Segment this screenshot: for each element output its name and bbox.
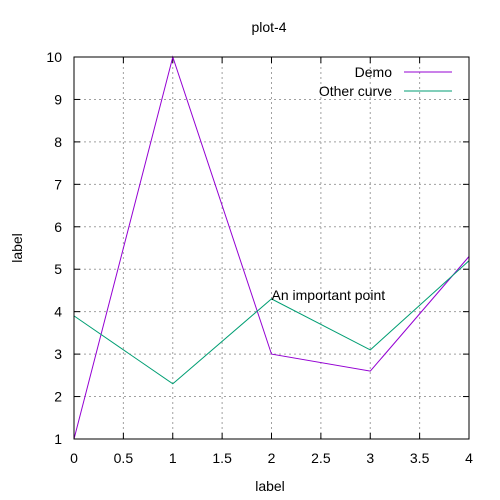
x-tick-label: 1.5 bbox=[212, 450, 232, 466]
x-tick-label: 0 bbox=[70, 450, 78, 466]
y-tick-label: 9 bbox=[54, 91, 62, 107]
x-tick-label: 2 bbox=[268, 450, 276, 466]
x-tick-label: 3.5 bbox=[410, 450, 430, 466]
y-tick-label: 8 bbox=[54, 134, 62, 150]
x-tick-label: 2.5 bbox=[311, 450, 331, 466]
series-line-0 bbox=[73, 55, 470, 440]
y-tick-label: 7 bbox=[54, 176, 62, 192]
x-tick-label: 1 bbox=[169, 450, 177, 466]
plot-frame bbox=[73, 56, 470, 440]
axis-ticks: 0 0.5 1 1.5 2 2.5 3 3.5 4 1 2 3 4 5 6 7 8 9 10 bbox=[46, 49, 473, 466]
y-tick-label: 4 bbox=[54, 304, 62, 320]
annotation-label: An important point bbox=[272, 287, 386, 303]
y-tick-label: 1 bbox=[54, 431, 62, 447]
legend-label: Demo bbox=[355, 64, 393, 80]
annotations: An important point bbox=[272, 287, 386, 303]
y-tick-label: 5 bbox=[54, 261, 62, 277]
x-tick-label: 3 bbox=[366, 450, 374, 466]
y-axis-label: label bbox=[9, 233, 25, 263]
x-tick-label: 0.5 bbox=[114, 450, 134, 466]
y-tick-label: 3 bbox=[54, 346, 62, 362]
series-line-1 bbox=[73, 260, 470, 385]
grid bbox=[74, 57, 469, 439]
chart-title: plot-4 bbox=[251, 19, 286, 35]
y-tick-label: 6 bbox=[54, 219, 62, 235]
series-lines bbox=[73, 55, 470, 440]
x-axis-label: label bbox=[255, 478, 285, 494]
legend-label: Other curve bbox=[319, 83, 392, 99]
legend: Demo Other curve bbox=[319, 64, 452, 99]
y-tick-label: 10 bbox=[46, 49, 62, 65]
y-tick-label: 2 bbox=[54, 389, 62, 405]
x-tick-label: 4 bbox=[465, 450, 473, 466]
